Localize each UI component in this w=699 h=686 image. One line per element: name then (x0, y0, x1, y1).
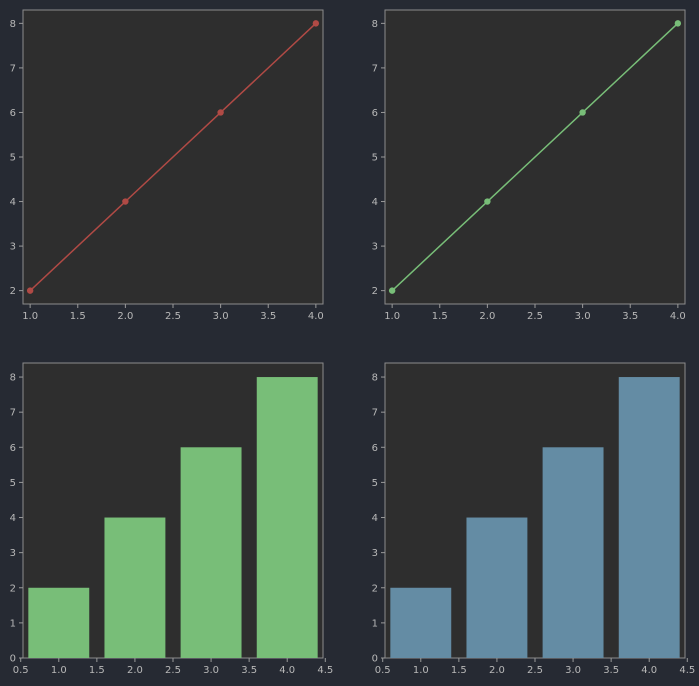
data-point (579, 109, 586, 116)
series-line (391, 22, 679, 292)
x-tick-label: 3.5 (622, 311, 638, 322)
y-tick-label: 1 (10, 618, 16, 629)
y-tick-label: 2 (372, 583, 378, 594)
y-tick-label: 6 (10, 108, 16, 119)
y-tick-label: 6 (10, 443, 16, 454)
x-tick-label: 2.0 (489, 665, 505, 676)
y-tick-label: 3 (372, 242, 378, 253)
bar (390, 587, 452, 658)
series-line (29, 22, 317, 292)
x-tick-label: 4.0 (641, 665, 657, 676)
bar (618, 377, 680, 658)
bar (466, 517, 528, 658)
y-tick-label: 7 (372, 408, 378, 419)
x-tick-label: 1.0 (22, 311, 38, 322)
x-tick-label: 1.5 (89, 665, 105, 676)
data-point (388, 287, 396, 294)
bar (180, 447, 242, 658)
x-tick-label: 4.0 (670, 311, 686, 322)
bottom-right-bar-chart: 0 1 2 3 4 5 6 7 8 0.5 1.0 1.5 2.0 2.5 3.0 3.5 4.0 4.5 (372, 362, 695, 676)
x-tick-label: 0.5 (375, 665, 391, 676)
y-tick-label: 8 (10, 19, 16, 30)
x-tick-label: 3.5 (241, 665, 257, 676)
x-tick-label: 4.5 (317, 665, 333, 676)
y-tick-label: 5 (10, 478, 16, 489)
x-tick-label: 3.0 (213, 311, 229, 322)
x-tick-label: 2.0 (479, 311, 495, 322)
y-tick-label: 6 (372, 108, 378, 119)
x-tick-label: 2.5 (527, 311, 543, 322)
y-tick-label: 3 (10, 548, 16, 559)
y-tick-label: 8 (372, 373, 378, 384)
y-tick-label: 1 (372, 618, 378, 629)
data-point (484, 198, 491, 205)
x-tick-label: 3.0 (565, 665, 581, 676)
y-tick-label: 7 (10, 408, 16, 419)
y-tick-label: 4 (10, 513, 16, 524)
y-tick-label: 3 (10, 242, 16, 253)
data-point (26, 287, 34, 294)
x-tick-label: 1.5 (432, 311, 448, 322)
x-tick-label: 2.5 (165, 311, 181, 322)
data-point (122, 198, 129, 205)
y-tick-label: 5 (372, 153, 378, 164)
x-tick-label: 4.0 (308, 311, 324, 322)
y-tick-label: 8 (10, 373, 16, 384)
x-tick-label: 3.0 (575, 311, 591, 322)
x-tick-label: 3.5 (603, 665, 619, 676)
y-tick-label: 7 (372, 63, 378, 74)
bottom-left-bar-chart: 0 1 2 3 4 5 6 7 8 0.5 1.0 1.5 2.0 2.5 3.0 3.5 4.0 4.5 (10, 362, 333, 676)
y-tick-label: 4 (372, 197, 378, 208)
y-tick-label: 4 (372, 513, 378, 524)
x-tick-label: 3.5 (260, 311, 276, 322)
bar (256, 377, 318, 658)
y-tick-label: 2 (372, 286, 378, 297)
y-tick-label: 8 (372, 19, 378, 30)
y-tick-label: 5 (10, 153, 16, 164)
top-right-line-chart: 2 3 4 5 6 7 8 1.0 1.5 2.0 2.5 3.0 3.5 4.0 (372, 9, 686, 322)
y-tick-label: 0 (10, 654, 16, 665)
x-tick-label: 2.5 (165, 665, 181, 676)
y-tick-label: 2 (10, 286, 16, 297)
data-point (217, 109, 224, 116)
data-point (674, 20, 682, 27)
y-tick-label: 4 (10, 197, 16, 208)
bar (28, 587, 90, 658)
y-tick-label: 0 (372, 654, 378, 665)
x-tick-label: 2.5 (527, 665, 543, 676)
y-tick-label: 6 (372, 443, 378, 454)
x-tick-label: 4.0 (279, 665, 295, 676)
x-tick-label: 0.5 (13, 665, 29, 676)
x-tick-label: 1.0 (384, 311, 400, 322)
x-tick-label: 1.0 (413, 665, 429, 676)
x-tick-label: 3.0 (203, 665, 219, 676)
top-left-line-chart: 2 3 4 5 6 7 8 1.0 1.5 2.0 2.5 3.0 3.5 4.0 (10, 9, 324, 322)
bar (104, 517, 166, 658)
x-tick-label: 2.0 (117, 311, 133, 322)
x-tick-label: 1.5 (70, 311, 86, 322)
data-point (312, 20, 320, 27)
y-tick-label: 5 (372, 478, 378, 489)
x-tick-label: 1.0 (51, 665, 67, 676)
y-tick-label: 2 (10, 583, 16, 594)
x-tick-label: 1.5 (451, 665, 467, 676)
x-tick-label: 4.5 (679, 665, 695, 676)
y-tick-label: 7 (10, 63, 16, 74)
y-tick-label: 3 (372, 548, 378, 559)
bar (542, 447, 604, 658)
x-tick-label: 2.0 (127, 665, 143, 676)
